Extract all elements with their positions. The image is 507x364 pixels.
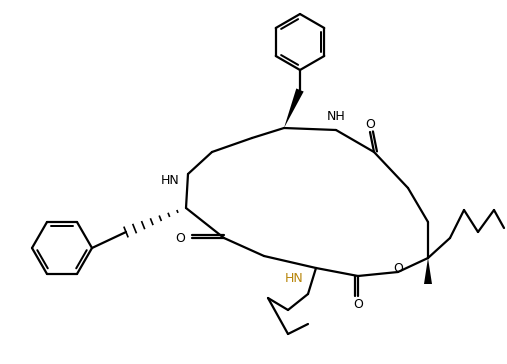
- Text: O: O: [175, 232, 185, 245]
- Text: O: O: [393, 261, 403, 274]
- Text: O: O: [353, 297, 363, 310]
- Text: HN: HN: [284, 272, 303, 285]
- Text: HN: HN: [161, 174, 179, 186]
- Polygon shape: [424, 258, 432, 284]
- Text: O: O: [365, 118, 375, 131]
- Polygon shape: [284, 88, 304, 128]
- Text: NH: NH: [327, 111, 345, 123]
